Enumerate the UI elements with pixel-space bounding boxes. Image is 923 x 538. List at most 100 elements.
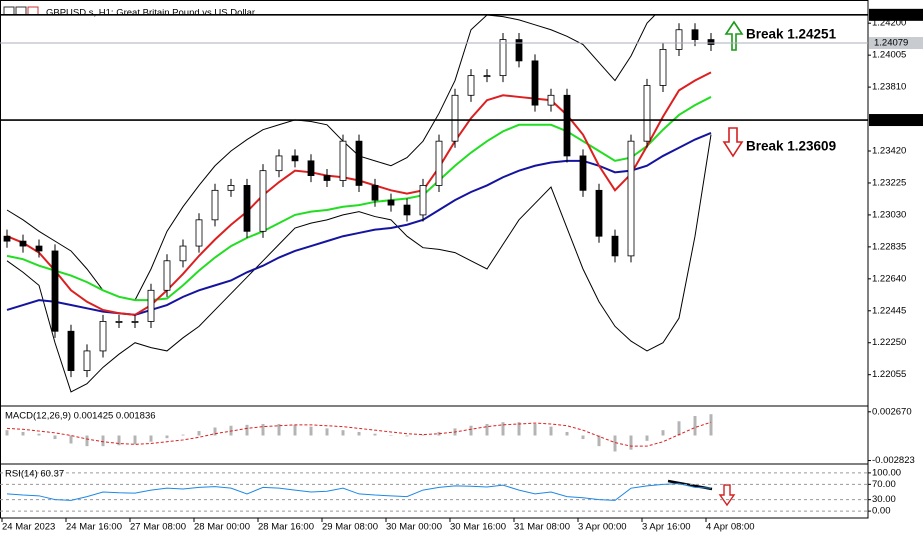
x-tick-label: 24 Mar 16:00	[66, 522, 122, 533]
histogram-bar	[197, 431, 201, 436]
candle-body	[99, 321, 107, 352]
level-label: 1.23609	[874, 115, 908, 126]
x-tick-label: 27 Mar 08:00	[130, 522, 186, 533]
candle-body	[323, 175, 331, 181]
up-arrow	[724, 20, 744, 51]
y-tick-label: 0.002670	[872, 406, 912, 417]
histogram-bar	[469, 425, 473, 436]
candle-body	[179, 245, 187, 262]
x-tick-label: 28 Mar 00:00	[194, 522, 250, 533]
last-price-box	[869, 37, 923, 50]
icon	[3, 6, 15, 16]
candle-body	[35, 245, 43, 252]
x-tick-label: 3 Apr 00:00	[578, 522, 627, 533]
level-label-box	[869, 114, 923, 127]
candle-body	[403, 204, 411, 216]
y-tick-label: -0.002823	[872, 455, 915, 466]
histogram-bar	[309, 426, 313, 436]
histogram-bar	[581, 435, 585, 440]
candle-body	[307, 160, 315, 176]
histogram-bar	[613, 435, 617, 452]
x-tick-label: 30 Mar 16:00	[450, 522, 506, 533]
candle-body	[3, 235, 11, 242]
y-tick-label: 1.23810	[872, 82, 906, 93]
histogram-bar	[85, 435, 89, 447]
frame	[0, 0, 869, 519]
candle-body	[691, 29, 699, 40]
pane-title: MACD(12,26,9) 0.001425 0.001836	[5, 411, 156, 422]
candle-body	[451, 94, 459, 142]
candle-body	[643, 85, 651, 142]
toolbar-icons	[3, 6, 39, 16]
histogram-bar	[325, 428, 329, 436]
y-tick-label: 1.23225	[872, 177, 906, 188]
level-label-box	[869, 8, 923, 21]
histogram-bar	[645, 435, 649, 441]
histogram-bar	[5, 430, 9, 436]
histogram-bar	[485, 423, 489, 436]
candle-body	[467, 75, 475, 96]
histogram-bar	[677, 421, 681, 436]
candle-body	[211, 189, 219, 221]
candle-body	[531, 60, 539, 106]
candle-body	[339, 140, 347, 181]
histogram-bar	[373, 433, 377, 436]
icon	[27, 6, 39, 16]
plot-area	[3, 15, 715, 393]
y-tick-label: 70.00	[872, 479, 896, 490]
histogram-bar	[101, 435, 105, 447]
histogram-bar	[213, 427, 217, 436]
candle-body	[435, 140, 443, 186]
histogram-bar	[693, 415, 697, 436]
histogram-bar	[293, 424, 297, 436]
x-tick-label: 24 Mar 2023	[2, 522, 55, 533]
candle-body	[659, 49, 667, 86]
histogram-bar	[277, 423, 281, 436]
histogram-bar	[117, 435, 121, 446]
histogram-bar	[261, 423, 265, 436]
histogram-bar	[165, 435, 169, 439]
histogram-bar	[69, 435, 73, 444]
histogram-bar	[597, 435, 601, 447]
candle-body	[579, 155, 587, 191]
histogram-bar	[245, 424, 249, 436]
histogram-bar	[37, 433, 41, 436]
y-tick-label: 1.24005	[872, 50, 906, 61]
candle-body	[611, 235, 619, 257]
y-tick-label: 1.24200	[872, 18, 906, 29]
down-arrow	[722, 127, 744, 158]
candle-body	[259, 170, 267, 232]
annotation: Break 1.23609	[746, 139, 836, 154]
x-tick-label: 4 Apr 08:00	[706, 522, 755, 533]
histogram-bar	[53, 435, 57, 440]
x-tick-label: 28 Mar 16:00	[258, 522, 314, 533]
histogram-bar	[533, 423, 537, 436]
histogram-bar	[133, 435, 137, 445]
candle-body	[163, 260, 171, 291]
indicator-line	[6, 71, 712, 316]
y-tick-label: 30.00	[872, 494, 896, 505]
candle-body	[227, 185, 235, 191]
histogram-bar	[357, 431, 361, 436]
histogram-bar	[629, 435, 633, 450]
histogram-bar	[21, 431, 25, 436]
histogram-bar	[709, 414, 713, 436]
candle-body	[483, 75, 491, 78]
candle-body	[595, 189, 603, 237]
last-price-label: 1.24079	[874, 38, 908, 49]
candle-body	[387, 199, 395, 206]
candle-body	[243, 185, 251, 232]
y-tick-label: 1.22250	[872, 337, 906, 348]
candle-body	[563, 94, 571, 157]
y-tick-label: 100.00	[872, 467, 901, 478]
histogram-bar	[501, 422, 505, 436]
down-arrow	[718, 484, 736, 507]
y-tick-label: 1.23030	[872, 209, 906, 220]
candle-body	[115, 321, 123, 323]
x-tick-label: 3 Apr 16:00	[642, 522, 691, 533]
annotation: Break 1.24251	[746, 27, 837, 42]
y-tick-label: 1.22835	[872, 241, 906, 252]
candle-body	[355, 140, 363, 186]
histogram-bar	[517, 422, 521, 436]
indicator-line	[6, 134, 712, 393]
